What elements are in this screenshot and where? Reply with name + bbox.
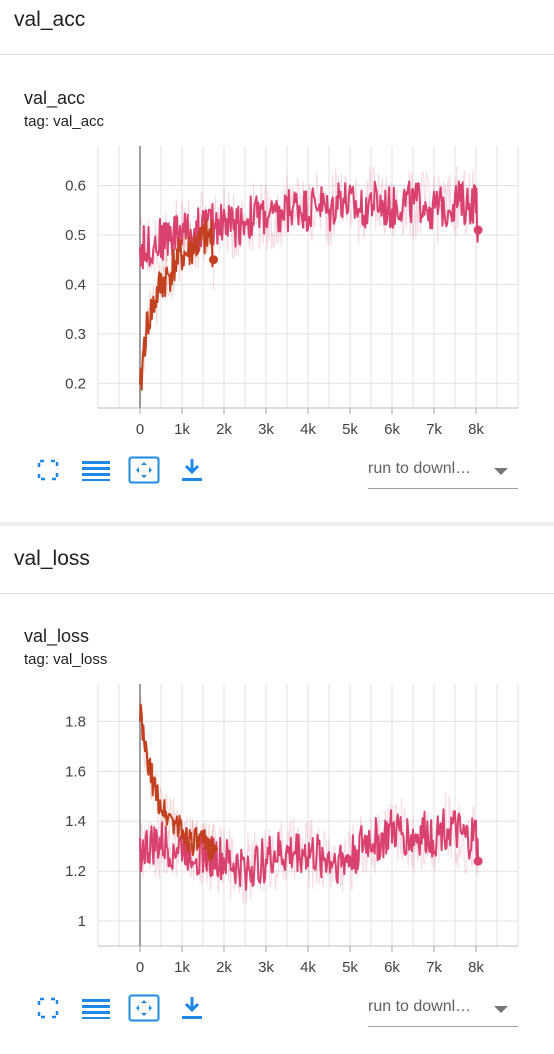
series-end-point — [209, 844, 218, 854]
chart-toolbar: run to downl… — [0, 450, 554, 490]
x-tick-label: 6k — [384, 421, 400, 438]
y-tick-label: 1.6 — [65, 763, 86, 780]
x-tick-label: 4k — [300, 421, 316, 438]
y-tick-label: 0.4 — [65, 276, 86, 293]
x-tick-label: 6k — [384, 959, 400, 976]
section-divider — [0, 522, 554, 526]
y-tick-label: 0.3 — [65, 326, 86, 343]
chevron-down-icon — [494, 468, 508, 475]
series-end-point — [473, 225, 483, 235]
card-title: val_loss — [24, 626, 90, 646]
card-title: val_acc — [24, 88, 86, 108]
series-line — [139, 808, 480, 891]
run-select-value: run to downl… — [368, 460, 472, 477]
fullscreen-button[interactable] — [32, 454, 64, 486]
x-tick-label: 2k — [216, 421, 232, 438]
x-tick-label: 0 — [136, 959, 144, 976]
chevron-down-icon — [494, 1006, 508, 1013]
series-end-point — [209, 255, 218, 265]
x-tick-label: 2k — [216, 959, 232, 976]
x-tick-label: 5k — [342, 421, 358, 438]
toggle-log-scale-button[interactable] — [80, 454, 112, 486]
x-tick-label: 8k — [468, 421, 484, 438]
toggle-log-scale-button[interactable] — [80, 992, 112, 1024]
y-tick-label: 1.4 — [65, 813, 86, 830]
fit-domain-button[interactable] — [128, 454, 160, 486]
x-tick-label: 1k — [174, 959, 190, 976]
fullscreen-icon — [37, 997, 59, 1019]
x-tick-label: 8k — [468, 959, 484, 976]
section-title: val_loss — [14, 547, 90, 570]
download-icon — [182, 459, 202, 481]
section-header-val-loss[interactable]: val_loss — [0, 539, 554, 594]
chart-toolbar: run to downl… — [0, 988, 554, 1028]
series-line — [139, 703, 215, 861]
x-tick-label: 3k — [258, 421, 274, 438]
toggle-log-scale-icon — [82, 999, 110, 1019]
series-end-point — [473, 856, 483, 866]
y-tick-label: 1 — [78, 913, 86, 930]
fullscreen-icon — [37, 459, 59, 481]
card-tag: tag: val_loss — [24, 651, 108, 668]
val-loss-chart[interactable]: 1 1.2 1.4 1.6 1.8 0 1k 2k 3k 4k 5k 6k 7k 8k — [0, 678, 554, 988]
x-tick-label: 7k — [426, 959, 442, 976]
fit-domain-icon — [128, 994, 160, 1022]
card-tag: tag: val_acc — [24, 113, 105, 130]
fullscreen-button[interactable] — [32, 992, 64, 1024]
run-select-value: run to downl… — [368, 998, 472, 1015]
fit-domain-button[interactable] — [128, 992, 160, 1024]
series-line — [139, 180, 480, 270]
x-tick-label: 5k — [342, 959, 358, 976]
download-icon — [182, 997, 202, 1019]
fit-domain-icon — [128, 456, 160, 484]
section-header-val-acc[interactable]: val_acc — [0, 0, 554, 55]
x-tick-label: 4k — [300, 959, 316, 976]
toggle-log-scale-icon — [82, 461, 110, 481]
x-tick-label: 7k — [426, 421, 442, 438]
y-tick-label: 1.8 — [65, 713, 86, 730]
y-tick-label: 0.6 — [65, 178, 86, 195]
y-tick-label: 0.5 — [65, 227, 86, 244]
download-button[interactable] — [176, 992, 208, 1024]
y-tick-label: 0.2 — [65, 375, 86, 392]
val-acc-chart[interactable]: 0.2 0.3 0.4 0.5 0.6 0 1k 2k 3k 4k 5k 6k 7k 8k — [0, 140, 554, 450]
section-title: val_acc — [14, 8, 86, 31]
run-to-download-select[interactable]: run to downl… — [368, 996, 518, 1027]
series-line — [139, 219, 215, 391]
x-tick-label: 3k — [258, 959, 274, 976]
run-to-download-select[interactable]: run to downl… — [368, 458, 518, 489]
y-tick-label: 1.2 — [65, 863, 86, 880]
x-tick-label: 0 — [136, 421, 144, 438]
x-tick-label: 1k — [174, 421, 190, 438]
download-button[interactable] — [176, 454, 208, 486]
